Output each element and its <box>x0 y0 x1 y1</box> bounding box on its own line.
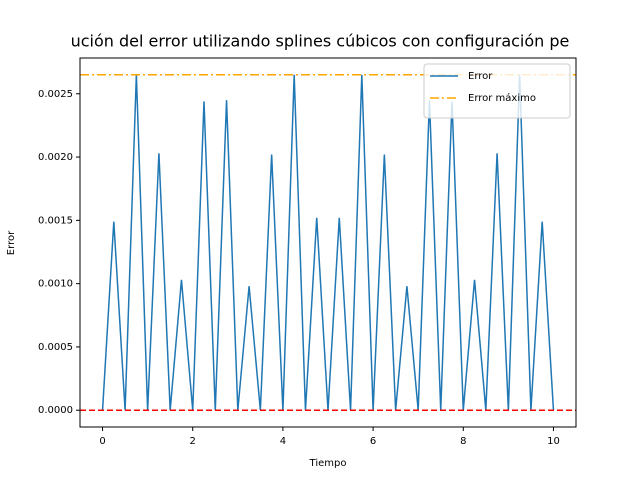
chart-title: ución del error utilizando splines cúbic… <box>71 32 570 51</box>
y-tick-label: 0.0015 <box>38 215 73 226</box>
plot-frame <box>79 57 577 428</box>
legend-box <box>423 63 571 119</box>
y-tick-label: 0.0005 <box>38 342 73 353</box>
legend-label: Error máximo <box>468 92 536 104</box>
x-tick-label: 0 <box>99 436 105 447</box>
y-tick-label: 0.0000 <box>38 405 73 416</box>
x-tick-label: 10 <box>547 436 560 447</box>
y-tick-label: 0.0010 <box>38 279 73 290</box>
x-tick-label: 4 <box>280 436 286 447</box>
x-axis-label: Tiempo <box>309 458 347 469</box>
y-tick-label: 0.0020 <box>38 152 73 163</box>
y-tick-label: 0.0025 <box>38 89 73 100</box>
x-tick-label: 2 <box>190 436 196 447</box>
x-tick-label: 6 <box>370 436 376 447</box>
x-tick-label: 8 <box>460 436 466 447</box>
legend-label: Error <box>468 71 493 82</box>
y-axis-label: Error <box>6 230 17 255</box>
